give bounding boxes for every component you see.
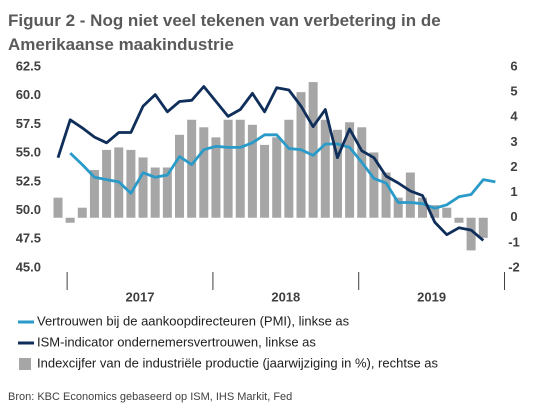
y-tick-label: 57.5 xyxy=(16,116,41,131)
bar xyxy=(187,119,197,218)
x-year-label: 2018 xyxy=(271,289,300,304)
bar xyxy=(430,205,440,218)
bar xyxy=(296,92,306,218)
y-tick-label: 45.0 xyxy=(16,259,41,274)
y-tick-label: 62.5 xyxy=(16,58,41,73)
y2-tick-label: 4 xyxy=(510,109,518,124)
bar xyxy=(223,119,233,218)
bar xyxy=(345,122,355,218)
bar xyxy=(357,127,367,218)
y-tick-label: 55.0 xyxy=(16,145,41,160)
y2-tick-label: -2 xyxy=(508,259,520,274)
bar xyxy=(393,197,403,218)
bar xyxy=(235,119,245,218)
line xyxy=(69,133,496,210)
x-year-label: 2017 xyxy=(126,289,155,304)
legend-label: Indexcijfer van de industriële productie… xyxy=(37,355,439,370)
bar xyxy=(65,217,75,223)
bar xyxy=(369,152,379,218)
bar xyxy=(150,167,160,218)
legend-label: ISM-indicator ondernemersvertrouwen, lin… xyxy=(37,334,316,349)
bar xyxy=(381,172,391,218)
bar xyxy=(77,207,87,218)
bar xyxy=(284,119,294,218)
bar xyxy=(126,149,136,218)
bar xyxy=(332,129,342,218)
bar xyxy=(466,217,476,251)
y2-tick-label: 0 xyxy=(510,209,517,224)
bar xyxy=(102,149,112,218)
chart-subtitle: Amerikaanse maakindustrie xyxy=(8,35,234,54)
y-tick-label: 60.0 xyxy=(16,87,41,102)
bar xyxy=(211,137,221,218)
bar xyxy=(162,167,172,218)
legend-label: Vertrouwen bij de aankoopdirecteuren (PM… xyxy=(37,313,350,328)
chart-title: Figuur 2 - Nog niet veel tekenen van ver… xyxy=(8,11,441,30)
bar xyxy=(478,217,488,238)
bar xyxy=(442,207,452,218)
y-tick-label: 52.5 xyxy=(16,173,41,188)
bar xyxy=(199,127,209,218)
bar xyxy=(260,144,270,218)
bar xyxy=(418,197,427,218)
bar xyxy=(247,124,257,218)
y2-tick-label: 6 xyxy=(510,58,517,73)
bar xyxy=(138,157,148,218)
bar xyxy=(454,217,464,223)
y-tick-label: 50.0 xyxy=(16,202,41,217)
x-year-label: 2019 xyxy=(417,289,446,304)
source-note: Bron: KBC Economics gebaseerd op ISM, IH… xyxy=(8,391,292,403)
bar xyxy=(175,134,184,218)
y-tick-label: 47.5 xyxy=(16,231,41,246)
legend-swatch xyxy=(19,358,31,370)
y2-tick-label: 1 xyxy=(510,184,517,199)
bar xyxy=(272,137,282,218)
bar xyxy=(308,82,318,218)
bar xyxy=(320,119,330,218)
bar xyxy=(53,197,63,218)
bar xyxy=(405,172,415,218)
y2-tick-label: 2 xyxy=(510,159,517,174)
y2-tick-label: 3 xyxy=(510,134,517,149)
line xyxy=(56,85,485,242)
y2-tick-label: 5 xyxy=(510,84,517,99)
bar xyxy=(89,170,99,218)
y2-tick-label: -1 xyxy=(508,234,520,249)
